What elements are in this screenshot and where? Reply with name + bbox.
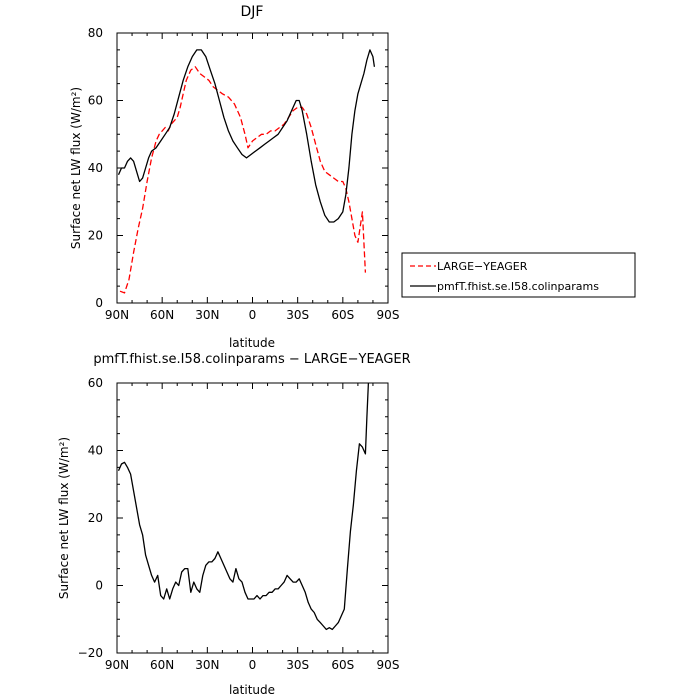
x-tick-label: 30S — [286, 658, 309, 672]
x-tick-label: 60S — [331, 308, 354, 322]
y-tick-label: 0 — [95, 579, 103, 593]
x-tick-label: 90S — [377, 658, 400, 672]
y-tick-label: 40 — [88, 161, 103, 175]
y-tick-label: 40 — [88, 444, 103, 458]
x-tick-label: 30N — [195, 308, 219, 322]
x-tick-label: 90N — [105, 308, 129, 322]
top-chart-title: DJF — [241, 4, 264, 20]
bottom-chart-plot-frame — [116, 382, 389, 654]
x-tick-label: 60N — [150, 658, 174, 672]
legend-label-model: pmfT.fhist.se.I58.colinparams — [437, 280, 599, 293]
x-tick-label: 90S — [377, 308, 400, 322]
bottom-chart-title: pmfT.fhist.se.I58.colinparams − LARGE−YE… — [93, 352, 410, 367]
x-tick-label: 60S — [331, 658, 354, 672]
top-chart-ticks: 90N 60N 30N 0 30S 60S 90S 0 20 40 60 80 — [88, 26, 400, 322]
legend: LARGE−YEAGER pmfT.fhist.se.I58.colinpara… — [401, 252, 636, 298]
y-tick-label: 20 — [88, 511, 103, 525]
y-tick-label: 80 — [88, 26, 103, 40]
top-chart: DJF 90N 60N 30N 0 30S 60S 90S 0 20 40 60 80 latitud… — [69, 4, 636, 350]
series-line-large-yeager — [119, 66, 367, 294]
top-chart-y-axis-label: Surface net LW flux (W/m²) — [69, 87, 83, 249]
x-tick-label: 0 — [249, 658, 257, 672]
series-line-pmft-fhist-se-i58-colinparams — [117, 49, 376, 223]
x-tick-label: 60N — [150, 308, 174, 322]
legend-box — [401, 252, 636, 298]
bottom-chart-series — [117, 382, 370, 631]
y-tick-label: 60 — [88, 94, 103, 108]
top-chart-series — [117, 49, 376, 294]
bottom-chart-y-axis-label: Surface net LW flux (W/m²) — [57, 437, 71, 599]
y-tick-label: 20 — [88, 229, 103, 243]
bottom-chart-x-axis-label: latitude — [229, 683, 275, 697]
y-tick-label: −20 — [78, 646, 103, 660]
legend-label-large-yeager: LARGE−YEAGER — [437, 260, 528, 273]
x-tick-label: 30N — [195, 658, 219, 672]
top-chart-x-axis-label: latitude — [229, 336, 275, 350]
y-tick-label: 60 — [88, 376, 103, 390]
x-tick-label: 30S — [286, 308, 309, 322]
bottom-chart: pmfT.fhist.se.I58.colinparams − LARGE−YE… — [57, 352, 411, 697]
top-chart-plot-frame — [116, 32, 389, 304]
series-line-difference-0 — [117, 382, 370, 631]
x-tick-label: 90N — [105, 658, 129, 672]
y-tick-label: 0 — [95, 296, 103, 310]
bottom-chart-ticks: 90N 60N 30N 0 30S 60S 90S −20 0 20 40 60 — [78, 376, 400, 672]
x-tick-label: 0 — [249, 308, 257, 322]
